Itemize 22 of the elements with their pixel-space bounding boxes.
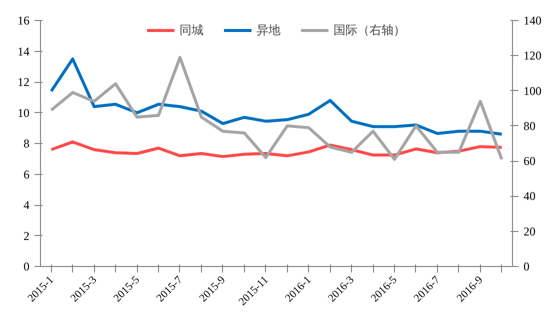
- y-tick-label: 8: [24, 136, 30, 150]
- y2-tick-label: 0: [524, 260, 530, 274]
- legend-label: 国际（右轴）: [334, 22, 406, 38]
- y2-tick-label: 120: [524, 48, 542, 63]
- y-tick-label: 0: [24, 260, 30, 274]
- legend-label: 同城: [180, 22, 204, 38]
- y-tick-label: 2: [24, 228, 30, 243]
- y-tick-label: 16: [18, 14, 30, 28]
- y2-tick-label: 20: [524, 224, 536, 238]
- y-tick-label: 10: [18, 106, 30, 120]
- y-tick-label: 14: [18, 44, 30, 58]
- legend-label: 异地: [256, 22, 280, 38]
- y2-tick-label: 140: [524, 14, 542, 28]
- y-tick-label: 6: [24, 167, 30, 182]
- y2-tick-label: 80: [524, 118, 536, 133]
- line-series: [50, 57, 504, 136]
- line-series: [50, 56, 504, 161]
- y2-tick-label: 60: [524, 154, 536, 168]
- y2-tick-label: 40: [524, 189, 536, 204]
- y2-tick-label: 100: [524, 84, 542, 98]
- y-tick-label: 4: [24, 198, 30, 212]
- y-tick-label: 12: [18, 75, 30, 89]
